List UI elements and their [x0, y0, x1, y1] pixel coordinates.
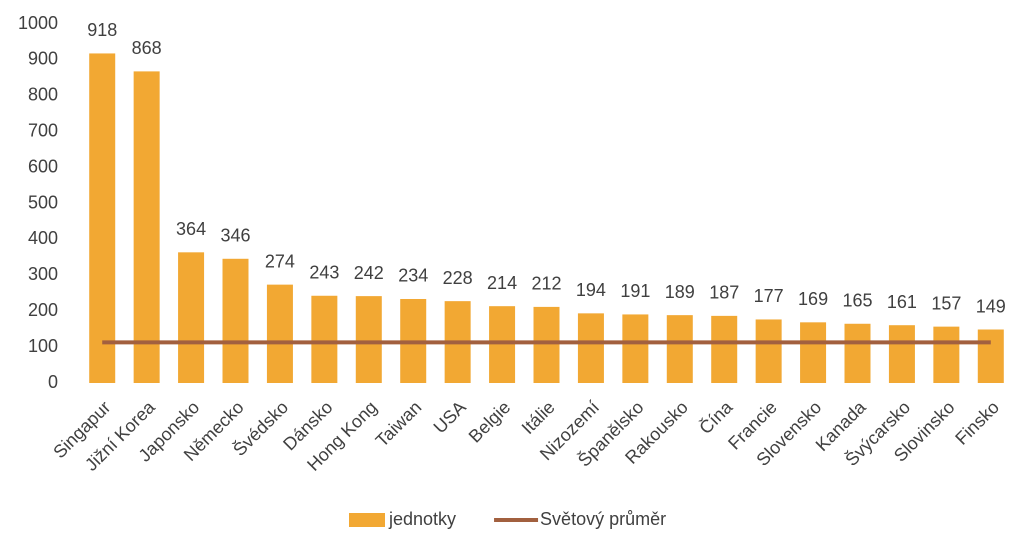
- bar: [800, 322, 827, 383]
- bar: [888, 325, 915, 383]
- bar: [755, 319, 782, 383]
- y-tick-label: 900: [28, 49, 58, 69]
- y-tick-label: 400: [28, 228, 58, 248]
- data-label: 149: [976, 296, 1006, 316]
- data-label: 169: [798, 289, 828, 309]
- bar: [355, 296, 382, 383]
- legend-label: Světový průměr: [540, 509, 666, 529]
- bar: [311, 295, 338, 383]
- y-tick-label: 0: [48, 372, 58, 392]
- data-label: 161: [887, 292, 917, 312]
- bar: [266, 284, 293, 383]
- data-label: 191: [620, 281, 650, 301]
- data-label: 364: [176, 219, 206, 239]
- bar: [489, 306, 516, 383]
- y-tick-label: 100: [28, 336, 58, 356]
- data-label: 228: [443, 268, 473, 288]
- y-tick-label: 1000: [18, 13, 58, 33]
- data-label: 157: [931, 293, 961, 313]
- bar: [89, 53, 116, 384]
- data-label: 346: [220, 226, 250, 246]
- x-tick-label: Itálie: [518, 397, 559, 438]
- data-label: 212: [531, 274, 561, 294]
- bar: [622, 314, 649, 383]
- data-label: 868: [132, 38, 162, 58]
- y-tick-label: 600: [28, 156, 58, 176]
- bar: [533, 306, 560, 383]
- y-tick-label: 300: [28, 264, 58, 284]
- bar: [133, 71, 160, 383]
- bar: [577, 313, 604, 383]
- y-tick-label: 200: [28, 300, 58, 320]
- data-label: 187: [709, 283, 739, 303]
- bar: [222, 258, 249, 383]
- bar: [178, 252, 205, 383]
- x-tick-label: Belgie: [465, 397, 515, 447]
- x-tick-label: Finsko: [951, 397, 1003, 449]
- y-tick-label: 700: [28, 120, 58, 140]
- data-label: 214: [487, 273, 517, 293]
- data-label: 274: [265, 251, 295, 271]
- data-label: 242: [354, 263, 384, 283]
- data-label: 243: [309, 263, 339, 283]
- data-label: 189: [665, 282, 695, 302]
- bar: [666, 315, 693, 383]
- legend-swatch: [349, 513, 385, 527]
- data-label: 918: [87, 20, 117, 40]
- x-tick-label: Taiwan: [372, 397, 426, 451]
- bar: [844, 323, 871, 383]
- y-tick-label: 800: [28, 85, 58, 105]
- data-label: 194: [576, 280, 606, 300]
- data-label: 177: [754, 286, 784, 306]
- legend-label: jednotky: [388, 509, 456, 529]
- data-label: 165: [842, 291, 872, 311]
- bar: [711, 315, 738, 383]
- bar: [933, 326, 960, 383]
- x-tick-label: USA: [430, 397, 470, 437]
- data-label: 234: [398, 266, 428, 286]
- bar: [977, 329, 1004, 383]
- y-tick-label: 500: [28, 192, 58, 212]
